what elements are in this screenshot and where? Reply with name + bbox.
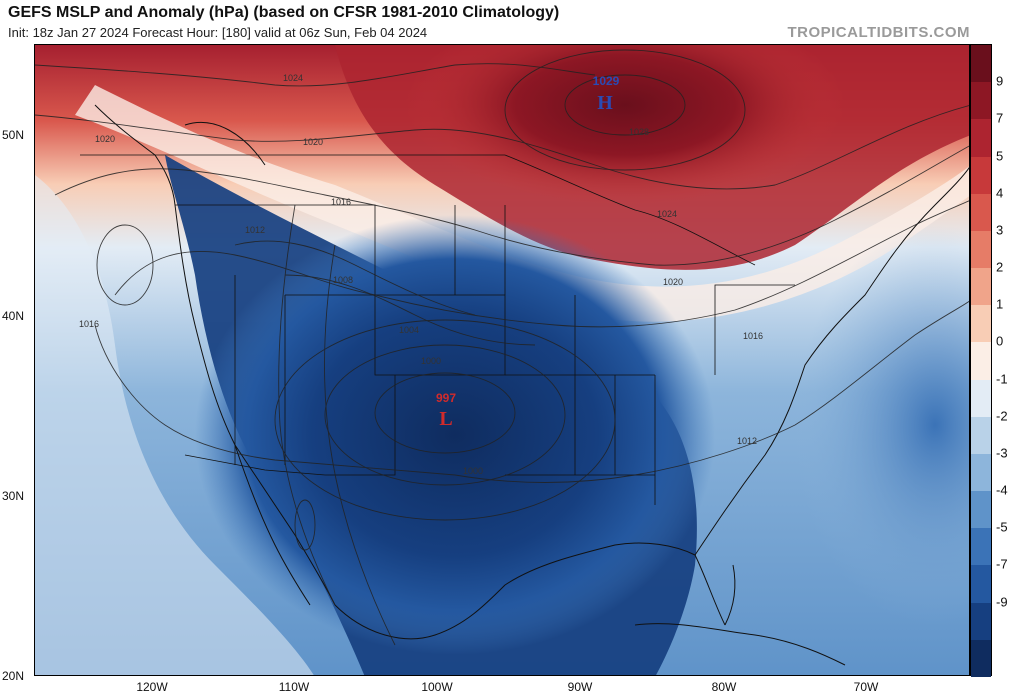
colorbar-swatch bbox=[971, 119, 991, 157]
colorbar-swatch bbox=[971, 305, 991, 343]
brand-watermark: TROPICALTIDBITS.COM bbox=[787, 24, 970, 41]
isobar-label: 1024 bbox=[657, 209, 677, 219]
isobar-label: 1020 bbox=[95, 134, 115, 144]
isobar-label: 1028 bbox=[629, 127, 649, 137]
isobar-label: 1024 bbox=[283, 73, 303, 83]
isobar-label: 1020 bbox=[303, 137, 323, 147]
colorbar-tick-label: -1 bbox=[996, 371, 1008, 387]
isobar-label: 1000 bbox=[463, 466, 483, 476]
map-title: GEFS MSLP and Anomaly (hPa) (based on CF… bbox=[8, 4, 560, 21]
coastlines bbox=[94, 104, 969, 666]
pacific-weak-anomaly bbox=[35, 175, 314, 675]
colorbar-swatch bbox=[971, 193, 991, 231]
isobar-label: 1008 bbox=[333, 275, 353, 285]
colorbar-tick-label: 5 bbox=[996, 148, 1004, 164]
isobar-label: 1000 bbox=[421, 356, 441, 366]
colorbar-tick-label: -9 bbox=[996, 594, 1008, 610]
high-center-letter: H bbox=[597, 92, 613, 114]
colorbar-tick-label: -7 bbox=[996, 556, 1008, 572]
colorbar-tick-label: 7 bbox=[996, 110, 1004, 126]
colorbar-tick-label: 1 bbox=[996, 296, 1004, 312]
map-subtitle: Init: 18z Jan 27 2024 Forecast Hour: [18… bbox=[8, 25, 428, 40]
lat-label: 50N bbox=[2, 128, 25, 142]
high-pressure-center: 1029 H bbox=[593, 74, 620, 114]
lat-label: 30N bbox=[2, 489, 25, 503]
isobars bbox=[35, 49, 969, 646]
map-panel: 1024 1020 1020 1016 1012 1008 1004 1000 … bbox=[34, 44, 970, 676]
atlantic-negative-anomaly bbox=[795, 225, 969, 625]
colorbar-tick-label: -5 bbox=[996, 519, 1008, 535]
isobar-label: 1016 bbox=[331, 197, 351, 207]
colorbar-tick-label: -2 bbox=[996, 408, 1008, 424]
isobar-label: 1004 bbox=[399, 325, 419, 335]
low-center-letter: L bbox=[439, 408, 452, 430]
colorbar-swatch bbox=[971, 268, 991, 306]
colorbar-tick-label: 4 bbox=[996, 185, 1004, 201]
colorbar-swatch bbox=[971, 379, 991, 417]
colorbar-tick-label: 2 bbox=[996, 259, 1004, 275]
high-center-value: 1029 bbox=[593, 74, 620, 88]
lat-label: 40N bbox=[2, 309, 25, 323]
header: GEFS MSLP and Anomaly (hPa) (based on CF… bbox=[0, 0, 1024, 44]
colorbar-tick-label: 3 bbox=[996, 222, 1004, 238]
lon-label: 80W bbox=[711, 680, 737, 694]
anomaly-map: 1024 1020 1020 1016 1012 1008 1004 1000 … bbox=[35, 45, 969, 675]
colorbar-swatch bbox=[971, 156, 991, 194]
isobar-label: 1012 bbox=[737, 436, 757, 446]
colorbar-swatch bbox=[971, 565, 991, 603]
colorbar-swatch bbox=[971, 528, 991, 566]
anomaly-colorbar bbox=[970, 44, 992, 677]
colorbar-swatch bbox=[971, 342, 991, 380]
colorbar-swatch bbox=[971, 602, 991, 640]
isobar-label: 1016 bbox=[79, 319, 99, 329]
lon-label: 90W bbox=[567, 680, 593, 694]
lon-label: 70W bbox=[853, 680, 879, 694]
isobar-label: 1012 bbox=[245, 225, 265, 235]
colorbar-swatch bbox=[971, 416, 991, 454]
colorbar-swatch bbox=[971, 230, 991, 269]
lon-label: 100W bbox=[421, 680, 453, 694]
colorbar-swatch bbox=[971, 639, 991, 677]
colorbar-swatch bbox=[971, 82, 991, 120]
colorbar-swatch bbox=[971, 45, 991, 83]
lon-label: 110W bbox=[278, 680, 310, 694]
high-anomaly-core bbox=[405, 45, 845, 205]
isobar-label: 1016 bbox=[743, 331, 763, 341]
colorbar-tick-label: 0 bbox=[996, 333, 1004, 349]
low-anomaly-core bbox=[195, 215, 715, 655]
isobar-label: 1020 bbox=[663, 277, 683, 287]
colorbar-swatch bbox=[971, 453, 991, 492]
colorbar-swatch bbox=[971, 491, 991, 529]
low-center-value: 997 bbox=[436, 391, 456, 405]
low-pressure-center: 997 L bbox=[436, 391, 456, 430]
lon-label: 120W bbox=[136, 680, 168, 694]
isobar-labels: 1024 1020 1020 1016 1012 1008 1004 1000 … bbox=[79, 73, 763, 476]
colorbar-tick-label: 9 bbox=[996, 73, 1004, 89]
colorbar-tick-label: -4 bbox=[996, 482, 1008, 498]
lat-label: 20N bbox=[2, 669, 25, 683]
colorbar-tick-label: -3 bbox=[996, 445, 1008, 461]
